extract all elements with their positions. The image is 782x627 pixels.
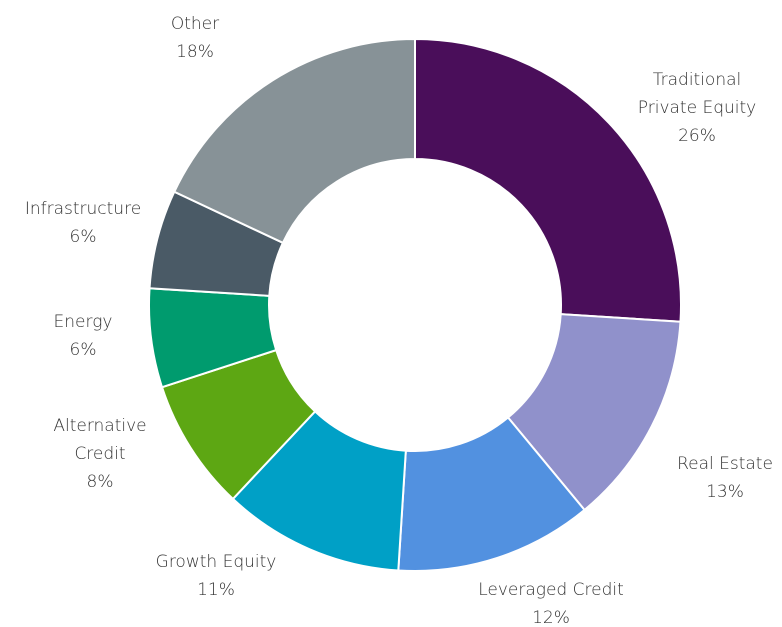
slice-label: Alternative Credit 8% <box>40 412 160 496</box>
value-label: 12% <box>532 608 570 627</box>
category-label: Energy <box>53 312 113 332</box>
value-label: 8% <box>86 472 114 492</box>
category-label: Infrastructure <box>24 199 142 219</box>
slice-label: Growth Equity 11% <box>116 548 316 604</box>
slice-label: Energy 6% <box>13 308 153 364</box>
category-label: Traditional Private Equity <box>637 70 757 118</box>
slice-label: Infrastructure 6% <box>0 195 168 251</box>
category-label: Other <box>170 14 220 34</box>
value-label: 26% <box>678 126 716 146</box>
category-label: Leveraged Credit <box>478 580 624 600</box>
category-label: Alternative Credit <box>53 416 147 464</box>
slice-label: Leveraged Credit 12% <box>451 576 651 627</box>
value-label: 6% <box>69 340 97 360</box>
slice-label: Other 18% <box>135 10 255 66</box>
value-label: 13% <box>706 482 744 502</box>
slice-label: Traditional Private Equity 26% <box>622 66 772 150</box>
value-label: 11% <box>197 580 235 600</box>
category-label: Real Estate <box>677 454 773 474</box>
value-label: 18% <box>176 42 214 62</box>
donut-slice <box>172 37 416 245</box>
donut-slice <box>414 37 682 323</box>
category-label: Growth Equity <box>155 552 277 572</box>
slice-label: Real Estate 13% <box>655 450 782 506</box>
value-label: 6% <box>69 227 97 247</box>
